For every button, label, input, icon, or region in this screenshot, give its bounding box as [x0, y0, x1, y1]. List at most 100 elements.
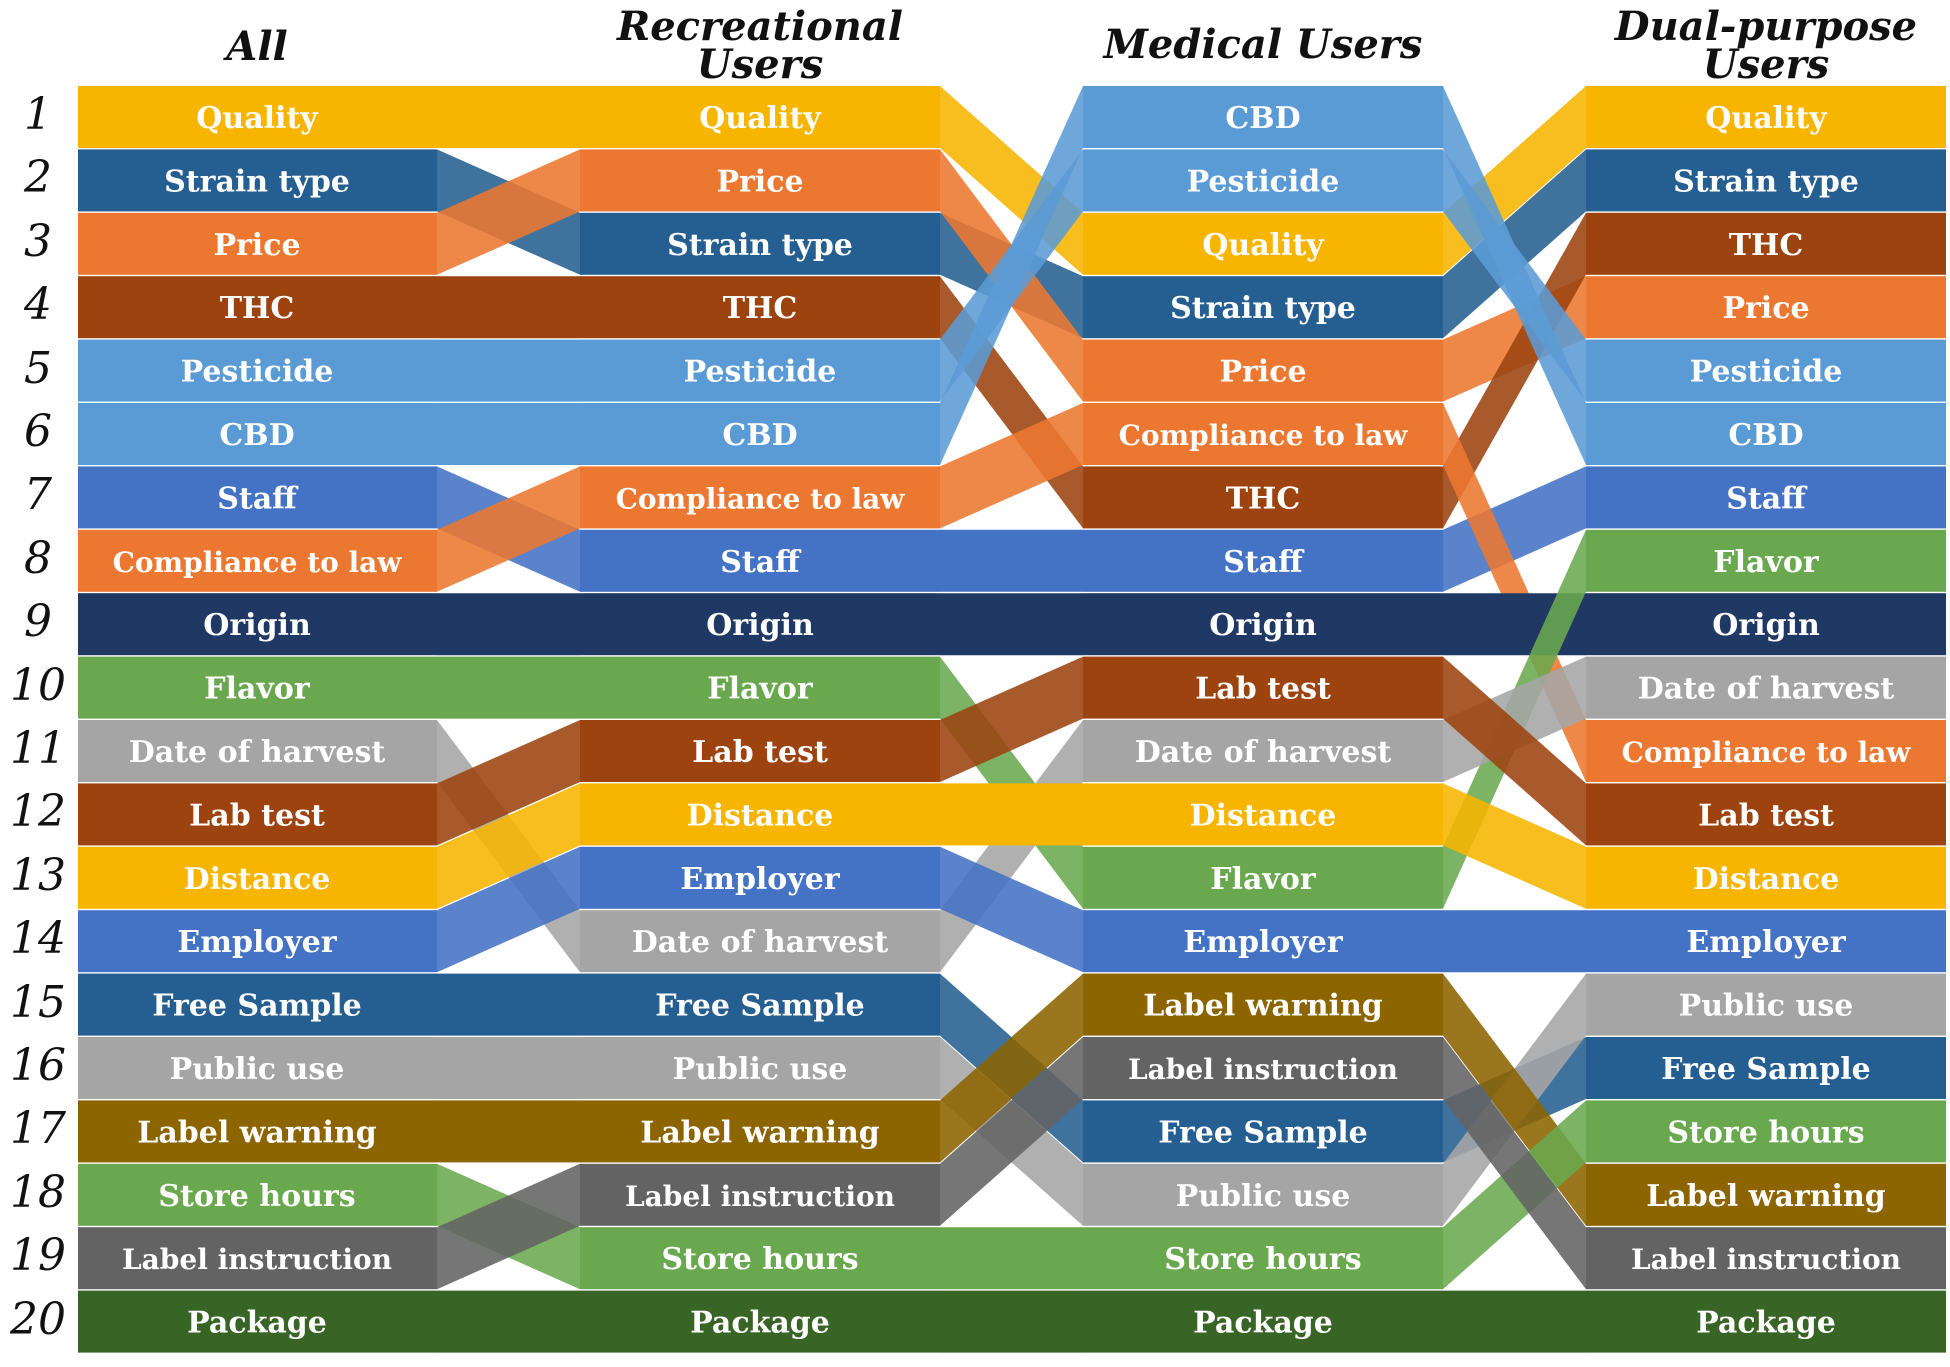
- bar-label-thc: THC: [723, 291, 798, 326]
- bar-label-quality: Quality: [196, 101, 319, 136]
- transition-cbd: [437, 403, 580, 465]
- bar-label-employer: Employer: [1183, 925, 1344, 960]
- bar-lab-test: [1586, 783, 1946, 846]
- transition-cbd: [940, 86, 1083, 465]
- transition-distance: [437, 783, 580, 909]
- bar-cbd: [1586, 403, 1946, 465]
- bar-label-distance: Distance: [687, 798, 834, 833]
- transition-staff: [1443, 466, 1586, 592]
- bar-label-label-instruction: Label instruction: [122, 1243, 392, 1276]
- rank-label: 19: [10, 1230, 66, 1282]
- bar-label-lab-test: Lab test: [1698, 798, 1834, 833]
- transition-cbd: [1443, 86, 1586, 465]
- bar-origin: [78, 593, 437, 656]
- bar-employer: [1586, 910, 1946, 973]
- column-header-dual-purpose: Dual-purpose Users: [1614, 3, 1918, 88]
- bar-package: [1083, 1290, 1443, 1353]
- bar-label-quality: Quality: [1202, 228, 1325, 263]
- transition-distance: [1443, 783, 1586, 909]
- bar-label-origin: Origin: [1712, 608, 1820, 643]
- bar-strain-type: [78, 149, 437, 212]
- rank-label: 12: [10, 786, 66, 838]
- transition-strain-type: [1443, 149, 1586, 339]
- bar-label-flavor: Flavor: [204, 672, 311, 707]
- bar-price: [1083, 339, 1443, 402]
- rank-label: 1: [24, 89, 52, 140]
- bar-label-price: Price: [1722, 291, 1809, 326]
- bar-label-free-sample: Free Sample: [1661, 1052, 1871, 1087]
- bar-strain-type: [1586, 149, 1946, 212]
- bar-label-package: Package: [690, 1306, 830, 1341]
- transition-lab-test: [1443, 656, 1586, 846]
- bar-label-date-of-harvest: Date of harvest: [1135, 735, 1392, 770]
- transition-package: [1443, 1290, 1586, 1353]
- bar-store-hours: [1083, 1227, 1443, 1290]
- bar-label-lab-test: Lab test: [189, 798, 325, 833]
- bar-label-lab-test: Lab test: [692, 735, 828, 770]
- bar-label-package: Package: [1193, 1306, 1333, 1341]
- bar-label-public-use: Public use: [170, 1052, 345, 1087]
- bar-package: [1586, 1290, 1946, 1353]
- bar-label-quality: Quality: [699, 101, 822, 136]
- bar-store-hours: [1586, 1100, 1946, 1163]
- bar-label-compliance-to-law: Compliance to law: [113, 546, 403, 579]
- bar-label-instruction: [1586, 1227, 1946, 1290]
- bar-distance: [580, 783, 940, 846]
- bar-label-label-warning: Label warning: [1143, 989, 1383, 1024]
- transition-origin: [437, 593, 580, 656]
- transition-pesticide: [437, 339, 580, 402]
- bar-label-free-sample: Free Sample: [152, 989, 362, 1024]
- bar-strain-type: [580, 212, 940, 275]
- bar-public-use: [580, 1037, 940, 1099]
- bar-label-employer: Employer: [680, 862, 841, 897]
- bar-quality: [580, 86, 940, 148]
- transition-lab-test: [437, 720, 580, 846]
- transition-compliance-to-law: [940, 403, 1083, 529]
- bar-flavor: [580, 656, 940, 719]
- bar-label-employer: Employer: [177, 925, 338, 960]
- rank-label: 15: [10, 976, 66, 1028]
- bar-distance: [1586, 846, 1946, 909]
- bar-label-date-of-harvest: Date of harvest: [632, 925, 889, 960]
- bar-compliance-to-law: [1083, 403, 1443, 465]
- bar-label-label-instruction: Label instruction: [1128, 1053, 1398, 1086]
- bar-label-origin: Origin: [706, 608, 814, 643]
- bar-label-strain-type: Strain type: [1673, 164, 1859, 199]
- bar-pesticide: [1083, 149, 1443, 212]
- bar-label-store-hours: Store hours: [1164, 1242, 1361, 1277]
- transition-store-hours: [940, 1227, 1083, 1290]
- bar-employer: [1083, 910, 1443, 973]
- transition-price: [437, 149, 580, 275]
- bar-strain-type: [1083, 276, 1443, 339]
- bar-origin: [1586, 593, 1946, 656]
- bar-store-hours: [580, 1227, 940, 1290]
- transition-employer: [940, 846, 1083, 973]
- rank-label: 17: [10, 1103, 66, 1155]
- bar-label-compliance-to-law: Compliance to law: [616, 482, 906, 515]
- bar-label-thc: THC: [1226, 481, 1301, 516]
- transition-free-sample: [437, 973, 580, 1036]
- bar-label-staff: Staff: [217, 481, 299, 516]
- bar-label-origin: Origin: [1209, 608, 1317, 643]
- bar-cbd: [78, 403, 437, 465]
- transition-thc: [1443, 212, 1586, 529]
- transition-distance: [940, 783, 1083, 846]
- transition-staff: [940, 529, 1083, 592]
- bar-label-label-warning: Label warning: [1646, 1179, 1886, 1214]
- rank-label: 9: [24, 596, 52, 648]
- bar-price: [580, 149, 940, 212]
- bar-label-pesticide: Pesticide: [684, 355, 837, 390]
- bar-package: [580, 1290, 940, 1353]
- bar-label-price: Price: [213, 228, 300, 263]
- bar-label-warning: [580, 1100, 940, 1163]
- bar-label-warning: [1083, 973, 1443, 1036]
- bar-flavor: [1083, 846, 1443, 909]
- bar-label-compliance-to-law: Compliance to law: [1622, 736, 1912, 769]
- bar-label-cbd: CBD: [219, 418, 294, 453]
- bar-label-store-hours: Store hours: [1667, 1115, 1864, 1150]
- bar-origin: [1083, 593, 1443, 656]
- bar-distance: [78, 846, 437, 909]
- bar-label-distance: Distance: [1190, 798, 1337, 833]
- bar-flavor: [78, 656, 437, 719]
